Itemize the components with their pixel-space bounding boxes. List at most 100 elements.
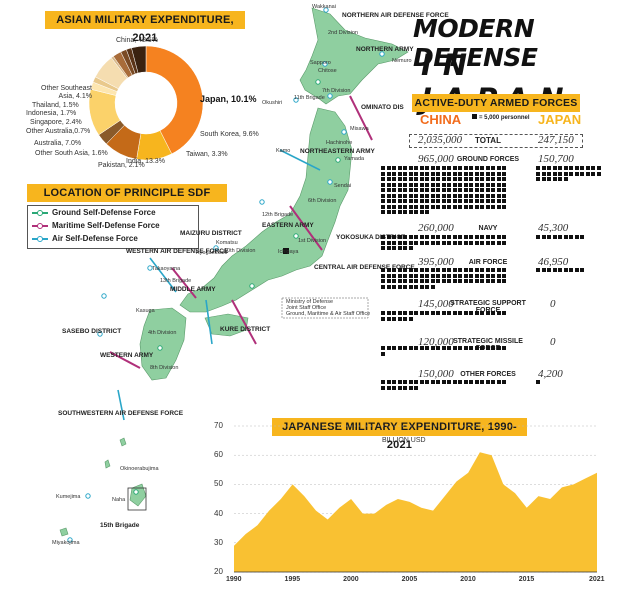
china-personnel-square [430,204,435,209]
japan-personnel-square [552,177,557,181]
china-personnel-square [502,193,506,198]
china-personnel-square [496,240,501,245]
legend-label: Air Self-Defense Force [52,234,138,243]
donut-label-south-korea: South Korea, 9.6% [200,131,259,138]
china-personnel-square [458,240,462,245]
place-label: Okushiri [262,100,283,106]
place-label: Hachinohe [326,140,353,146]
china-personnel-square [474,273,479,278]
china-personnel-square [452,346,457,350]
china-personnel-square [436,177,440,181]
china-personnel-square [463,182,468,187]
china-personnel-square [381,316,385,321]
place-label: Takaoyama [152,266,181,272]
china-personnel-square [502,279,506,283]
brigade15-label: 15th Brigade [100,522,140,529]
donut-label-other-south-asia: Other South Asia, 1.6% [35,150,108,157]
china-personnel-square [458,177,462,181]
china-personnel-square [458,311,462,315]
japan-personnel-square [552,235,557,239]
china-personnel-square [425,380,429,384]
japan-personnel-square [569,268,573,272]
china-personnel-square [502,346,506,350]
china-personnel-square [441,273,446,278]
china-personnel-square [408,204,413,209]
china-personnel-square [425,240,429,245]
china-personnel-square [403,385,407,390]
china-personnel-square [480,279,484,283]
china-personnel-square [403,188,407,192]
china-personnel-square [397,177,402,181]
china-personnel-square [425,235,429,239]
japan-personnel-square [558,268,562,272]
china-personnel-square [397,311,402,315]
china-personnel-square [452,166,457,170]
china-personnel-square [474,240,479,245]
china-personnel-square [458,346,462,350]
china-personnel-square [447,346,451,350]
x-tick-label: 2005 [401,576,418,583]
china-personnel-square [381,182,385,187]
china-personnel-square [403,171,407,176]
china-personnel-square [463,311,468,315]
china-personnel-square [392,316,396,321]
china-personnel-square [452,199,457,203]
china-personnel-square [447,268,451,272]
forces-legend-text: = 5,000 personnel [479,115,530,121]
china-label: CHINA [420,112,462,127]
japan-personnel-square [547,235,551,239]
china-personnel-square [496,188,501,192]
china-personnel-square [403,268,407,272]
china-personnel-square [419,193,424,198]
china-personnel-square [441,182,446,187]
china-personnel-square [502,204,506,209]
main-title-line1: MODERN DEFENSE [413,14,538,72]
china-personnel-square [496,268,501,272]
china-personnel-square [463,240,468,245]
china-personnel-square [496,177,501,181]
hq-note-mod: Ministry of Defense [286,299,334,305]
china-personnel-square [469,346,473,350]
china-personnel-square [408,210,413,214]
japan-personnel-square [563,268,568,272]
place-label: 7th Division [322,88,351,94]
china-personnel-square [480,182,484,187]
china-personnel-square [447,204,451,209]
china-personnel-square [463,166,468,170]
asian-expenditure-header: ASIAN MILITARY EXPENDITURE, 2021 [45,11,245,44]
china-personnel-square [458,188,462,192]
place-label: 10th Division [224,248,256,254]
china-personnel-square [430,199,435,203]
china-personnel-square [491,188,495,192]
kure-label: KURE DISTRICT [220,326,271,333]
china-personnel-square [463,177,468,181]
x-tick-label: 2021 [589,576,605,583]
china-personnel-square [425,279,429,283]
china-personnel-square [491,279,495,283]
china-personnel-square [496,199,501,203]
china-personnel-square [403,279,407,283]
china-personnel-square [447,235,451,239]
china-personnel-square [502,268,506,272]
china-personnel-square [480,268,484,272]
southwestern-air-label: SOUTHWESTERN AIR DEFENSE FORCE [58,410,184,417]
china-personnel-square [469,279,473,283]
china-personnel-square [496,311,501,315]
china-personnel-square [491,204,495,209]
japan-personnel-square [541,166,546,170]
china-personnel-square [419,311,424,315]
china-personnel-square [414,311,418,315]
china-personnel-square [425,210,429,214]
china-personnel-square [414,240,418,245]
china-personnel-square [502,166,506,170]
china-personnel-square [441,240,446,245]
china-personnel-square [474,193,479,198]
donut-label-thailand: Thailand, 1.5% [32,102,79,109]
china-personnel-square [469,268,473,272]
china-personnel-square [386,177,391,181]
japan-count: 4,200 [538,368,563,380]
china-personnel-square [425,188,429,192]
china-personnel-square [414,177,418,181]
japan-personnel-square [585,171,590,176]
air-swatch-icon [32,235,48,242]
